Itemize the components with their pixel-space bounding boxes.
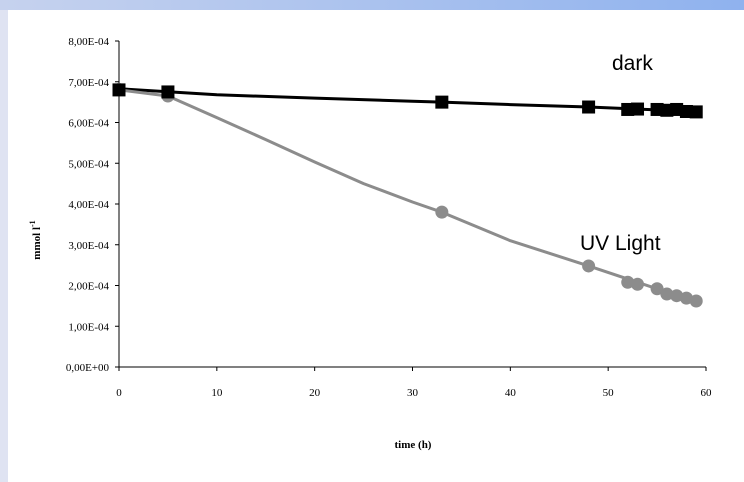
data-point-dark: [161, 85, 175, 99]
y-tick-label: 6,00E-04: [68, 118, 109, 130]
axes: [118, 41, 706, 368]
title-band: [0, 0, 744, 10]
y-tick-label: 1,00E-04: [68, 321, 109, 333]
y-ticks: 0,00E+00 1,00E-04 2,00E-04 3,00E-04 4,00E-04…: [66, 36, 119, 374]
y-tick-label: 7,00E-04: [68, 77, 109, 89]
x-tick-label: 50: [603, 387, 615, 399]
series-line-uv-light: [117, 88, 698, 303]
data-point-uv-light: [621, 275, 635, 289]
data-point-dark: [582, 100, 596, 114]
x-tick-label: 0: [116, 387, 122, 399]
data-point-dark: [650, 102, 664, 116]
x-tick-label: 10: [211, 387, 223, 399]
series-lines: [117, 87, 698, 303]
series-label-dark: dark: [612, 52, 653, 75]
data-point-dark: [435, 95, 449, 109]
series-line-dark: [117, 87, 698, 114]
left-margin-strip: [0, 10, 8, 482]
y-tick-label: 0,00E+00: [66, 362, 110, 374]
x-axis-title: time (h): [395, 439, 432, 451]
series-label-uv-light: UV Light: [580, 232, 661, 255]
y-tick-label: 8,00E-04: [68, 36, 109, 48]
data-point-dark: [670, 102, 684, 116]
data-point-dark: [679, 104, 693, 118]
data-point-uv-light: [679, 291, 693, 305]
y-tick-label: 3,00E-04: [68, 240, 109, 252]
data-point-uv-light: [650, 282, 664, 296]
y-axis-title-superscript: -1: [28, 220, 37, 227]
data-point-dark: [112, 83, 126, 97]
x-tick-label: 20: [309, 387, 321, 399]
x-tick-label: 40: [505, 387, 517, 399]
data-point-dark: [631, 102, 645, 116]
data-point-dark: [689, 105, 703, 119]
y-tick-label: 4,00E-04: [68, 199, 109, 211]
y-axis-title: mmol l-1: [28, 220, 43, 259]
x-ticks: 0 10 20 30 40 50 60: [116, 367, 712, 399]
data-point-uv-light: [689, 294, 703, 308]
y-tick-label: 2,00E-04: [68, 281, 109, 293]
data-point-uv-light: [660, 287, 674, 301]
x-tick-label: 30: [407, 387, 419, 399]
data-point-dark: [621, 102, 635, 116]
data-point-dark: [660, 103, 674, 117]
data-point-uv-light: [582, 259, 596, 273]
data-point-uv-light: [631, 277, 645, 291]
series-markers: [112, 82, 703, 308]
data-point-uv-light: [435, 205, 449, 219]
data-point-uv-light: [670, 289, 684, 303]
y-tick-label: 5,00E-04: [68, 158, 109, 170]
y-axis-title-text: mmol l: [31, 227, 43, 260]
x-tick-label: 60: [701, 387, 713, 399]
